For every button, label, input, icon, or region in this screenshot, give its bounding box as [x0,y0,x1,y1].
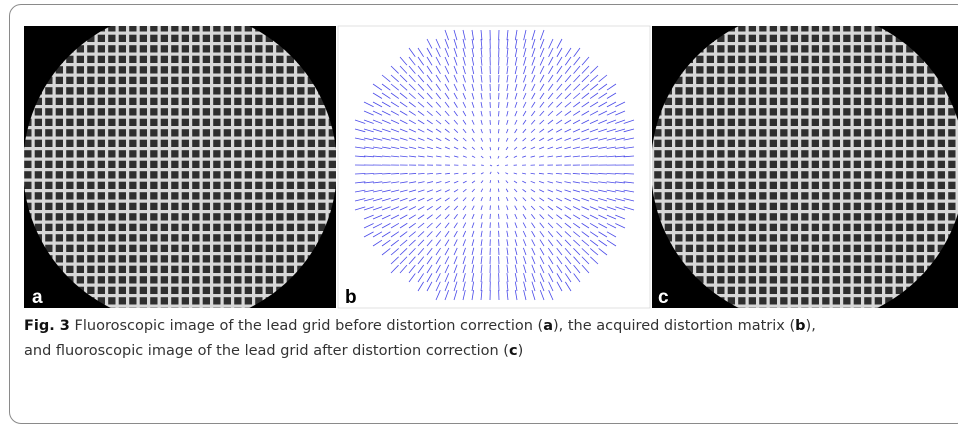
vector-arrow [373,173,382,174]
caption: Fig. 3 Fluoroscopic image of the lead gr… [24,314,944,364]
panel-c [651,10,958,312]
vector-arrow [400,173,408,174]
vector-arrow [355,173,365,174]
vector-arrow [598,173,607,174]
panel-label: c [658,287,669,308]
caption-text: b [795,318,805,334]
vector-arrow [581,173,589,174]
vector-arrow [615,173,625,174]
vector-arrow [498,129,499,133]
vector-arrow [391,173,399,174]
vector-arrow [490,138,491,142]
panel-a [23,10,337,312]
caption-text: ), the acquired distortion matrix ( [553,318,795,334]
caption-text: a [543,318,553,334]
caption-text: Fluoroscopic image of the lead grid befo… [70,318,543,334]
caption-text: ), [806,318,816,334]
caption-text: Fig. 3 [24,318,70,334]
figure-image: a b c [0,0,958,312]
vector-arrow [490,189,491,192]
vector-arrow [498,120,499,125]
panel-label: a [32,287,43,308]
vector-arrow [364,173,374,174]
panel-label: b [345,287,357,308]
vector-arrow [498,205,499,210]
panel-b [338,26,650,308]
vector-arrow [590,173,598,174]
caption-text: and fluoroscopic image of the lead grid … [24,343,509,359]
vector-arrow [607,173,616,174]
caption-text: ) [518,343,524,359]
vector-arrow [624,173,634,174]
vector-arrow [382,173,391,174]
caption-text: c [509,343,518,359]
page: a b c Fig. 3 Fluoroscopic image of the l… [0,0,958,407]
